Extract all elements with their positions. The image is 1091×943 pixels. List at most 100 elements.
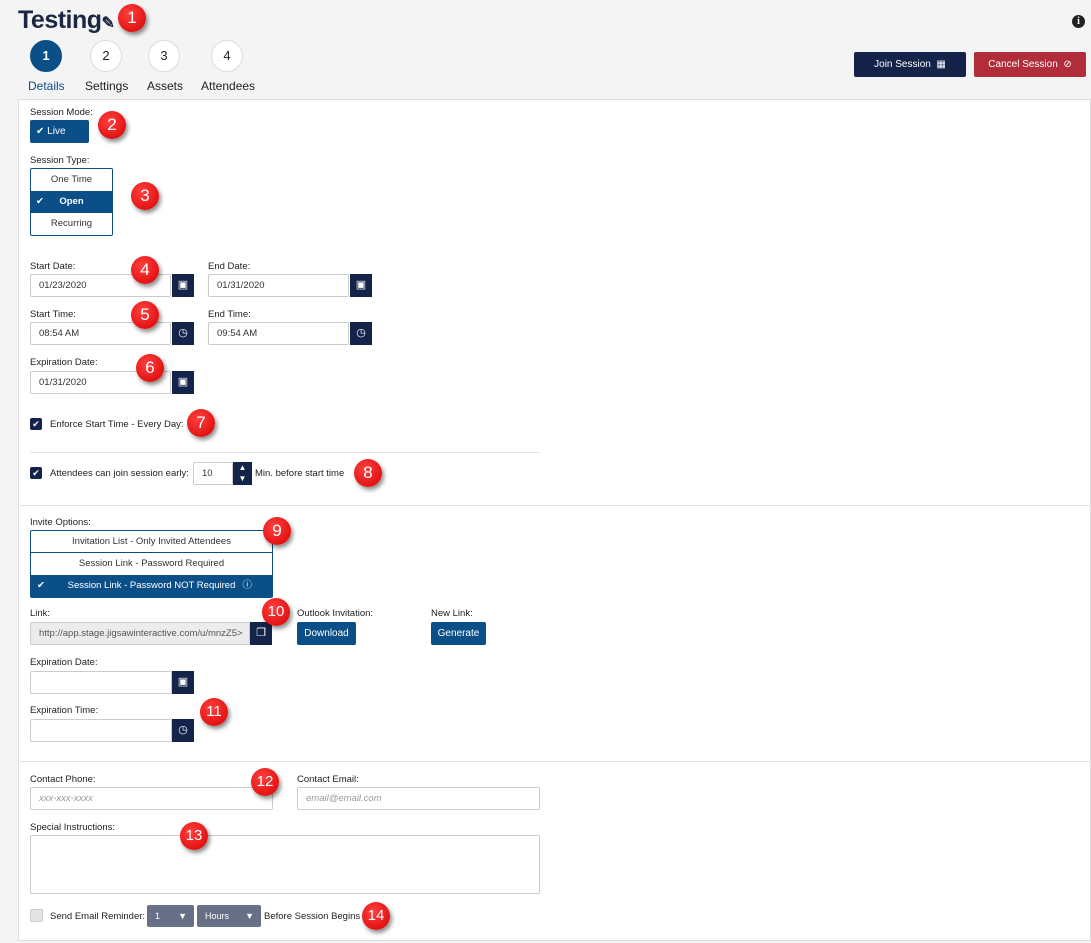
cancel-label: Cancel Session	[988, 59, 1058, 70]
callout-badge: 7	[187, 409, 215, 437]
link-expiration-date-label: Expiration Date:	[30, 657, 98, 668]
expiration-date-label: Expiration Date:	[30, 357, 98, 368]
step-3-assets[interactable]: 3	[148, 40, 180, 72]
enforce-start-checkbox[interactable]: ✔	[30, 418, 42, 430]
callout-badge: 11	[200, 698, 228, 726]
start-time-input[interactable]: 08:54 AM	[30, 322, 171, 345]
link-expiration-time-input[interactable]	[30, 719, 172, 742]
session-title: Testing	[18, 6, 102, 34]
session-type-group: One Time ✔ Open Recurring	[30, 168, 113, 236]
download-button[interactable]: Download	[297, 622, 356, 645]
callout-badge: 12	[251, 768, 279, 796]
reminder-unit-value: Hours	[205, 911, 230, 921]
clock-icon[interactable]: ◷	[350, 322, 372, 345]
outlook-label: Outlook Invitation:	[297, 608, 374, 619]
session-mode-live-button[interactable]: ✔ Live	[30, 120, 89, 143]
contact-phone-label: Contact Phone:	[30, 774, 96, 785]
reminder-amount-value: 1	[155, 911, 161, 921]
invite-option-list[interactable]: Invitation List - Only Invited Attendees	[31, 531, 272, 553]
special-instructions-label: Special Instructions:	[30, 822, 116, 833]
open-label: Open	[59, 196, 84, 207]
step-4-attendees[interactable]: 4	[211, 40, 243, 72]
callout-badge: 6	[136, 354, 164, 382]
callout-badge: 13	[180, 822, 208, 850]
email-reminder-checkbox[interactable]	[30, 909, 43, 922]
tab-attendees[interactable]: Attendees	[201, 79, 256, 93]
session-type-label: Session Type:	[30, 155, 90, 166]
check-icon: ✔	[37, 580, 45, 591]
copy-icon[interactable]: ❐	[250, 622, 272, 645]
pencil-icon[interactable]: ✎	[101, 15, 115, 32]
invite-options-group: Invitation List - Only Invited Attendees…	[30, 530, 273, 598]
callout-badge: 2	[98, 111, 126, 139]
new-link-label: New Link:	[431, 608, 473, 619]
info-circle-icon[interactable]: ⓘ	[242, 580, 252, 591]
callout-badge: 4	[131, 256, 159, 284]
reminder-unit-select[interactable]: Hours ▼	[197, 905, 261, 927]
info-circle-icon[interactable]: i	[1072, 15, 1085, 28]
divider	[30, 452, 540, 453]
presentation-icon: ▦	[936, 59, 946, 70]
generate-button[interactable]: Generate	[431, 622, 486, 645]
callout-badge: 9	[263, 517, 291, 545]
contact-email-label: Contact Email:	[297, 774, 359, 785]
tab-details[interactable]: Details	[28, 79, 65, 93]
email-reminder-label: Send Email Reminder:	[50, 911, 146, 922]
callout-badge: 8	[354, 459, 382, 487]
link-label: Link:	[30, 608, 51, 619]
caret-down-icon: ▼	[245, 911, 254, 921]
session-link-input[interactable]: http://app.stage.jigsawinteractive.com/u…	[30, 622, 250, 645]
check-icon: ✔	[36, 196, 44, 207]
arrow-down-icon[interactable]: ▼	[238, 474, 247, 483]
join-early-label: Attendees can join session early:	[50, 468, 189, 479]
tab-assets[interactable]: Assets	[147, 79, 184, 93]
step-2-settings[interactable]: 2	[90, 40, 122, 72]
callout-badge: 10	[262, 598, 290, 626]
end-date-label: End Date:	[208, 261, 251, 272]
calendar-icon[interactable]: ▣	[172, 274, 194, 297]
contact-phone-input[interactable]: xxx-xxx-xxxx	[30, 787, 273, 810]
expiration-date-input[interactable]: 01/31/2020	[30, 371, 171, 394]
join-session-button[interactable]: Join Session ▦	[854, 52, 966, 77]
reminder-amount-select[interactable]: 1 ▼	[147, 905, 194, 927]
stepper-arrows[interactable]: ▲ ▼	[233, 462, 252, 485]
early-suffix-label: Min. before start time	[255, 468, 345, 479]
session-mode-label: Session Mode:	[30, 107, 93, 118]
early-minutes-input[interactable]: 10	[193, 462, 233, 485]
callout-badge: 1	[118, 4, 146, 32]
enforce-start-label: Enforce Start Time - Every Day:	[50, 419, 184, 430]
invite-options-label: Invite Options:	[30, 517, 91, 528]
step-1-details[interactable]: 1	[30, 40, 62, 72]
session-type-recurring[interactable]: Recurring	[50, 218, 93, 229]
link-expiration-time-label: Expiration Time:	[30, 705, 99, 716]
start-date-label: Start Date:	[30, 261, 76, 272]
tab-settings[interactable]: Settings	[85, 79, 129, 93]
callout-badge: 5	[131, 301, 159, 329]
end-date-input[interactable]: 01/31/2020	[208, 274, 349, 297]
session-type-one-time[interactable]: One Time	[50, 174, 93, 185]
join-label: Join Session	[874, 59, 931, 70]
cancel-session-button[interactable]: Cancel Session ⊘	[974, 52, 1086, 77]
calendar-icon[interactable]: ▣	[350, 274, 372, 297]
start-time-label: Start Time:	[30, 309, 76, 320]
invite-option-password[interactable]: Session Link - Password Required	[78, 558, 225, 569]
contact-email-input[interactable]: email@email.com	[297, 787, 540, 810]
live-label: Live	[47, 126, 66, 137]
reminder-suffix-label: Before Session Begins	[264, 911, 361, 922]
calendar-icon[interactable]: ▣	[172, 371, 194, 394]
special-instructions-textarea[interactable]	[30, 835, 540, 894]
end-time-label: End Time:	[208, 309, 251, 320]
clock-icon[interactable]: ◷	[172, 322, 194, 345]
join-early-checkbox[interactable]: ✔	[30, 467, 42, 479]
end-time-input[interactable]: 09:54 AM	[208, 322, 349, 345]
clock-icon[interactable]: ◷	[172, 719, 194, 742]
caret-down-icon: ▼	[178, 911, 187, 921]
session-type-open[interactable]: ✔ Open	[31, 191, 112, 213]
calendar-icon[interactable]: ▣	[172, 671, 194, 694]
invite-option-no-password[interactable]: ✔ Session Link - Password NOT Required ⓘ	[31, 575, 272, 597]
callout-badge: 14	[362, 902, 390, 930]
divider	[18, 505, 1091, 506]
link-expiration-date-input[interactable]	[30, 671, 172, 694]
ban-icon: ⊘	[1063, 59, 1072, 70]
arrow-up-icon[interactable]: ▲	[238, 463, 247, 472]
